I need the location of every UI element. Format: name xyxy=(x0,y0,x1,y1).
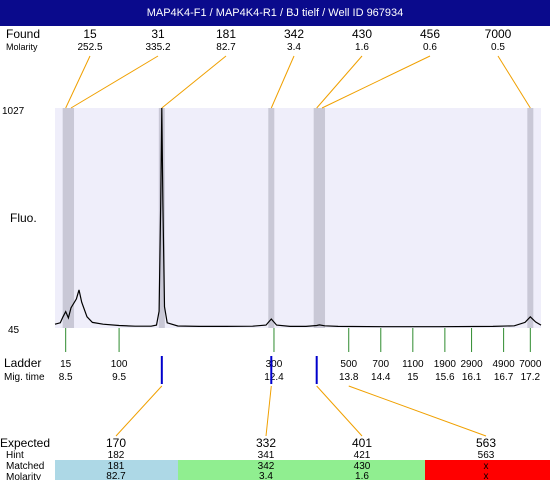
ladder-size: 2900 xyxy=(460,359,483,370)
found-label: Found xyxy=(6,27,40,41)
expected-value: 563 xyxy=(476,436,496,450)
ladder-time: 15.6 xyxy=(435,372,455,383)
ladder-size: 1900 xyxy=(434,359,457,370)
ladder-time: 14.4 xyxy=(371,372,391,383)
hint-value: 421 xyxy=(354,450,371,461)
hint-value: 563 xyxy=(478,450,495,461)
expected-connector xyxy=(265,385,272,437)
peak-band xyxy=(68,108,75,328)
y-axis-max-label: 1027 xyxy=(2,106,25,117)
bottom-molarity-label: Molarity xyxy=(6,472,41,480)
expected-value: 170 xyxy=(106,436,126,450)
found-peak-molarity: 335.2 xyxy=(145,42,170,53)
found-peak-molarity: 3.4 xyxy=(287,42,301,53)
expected-label: Expected xyxy=(0,436,50,450)
found-peak-connector xyxy=(65,55,91,109)
peak-band xyxy=(527,108,534,328)
matched-band xyxy=(55,460,178,480)
expected-connector xyxy=(316,385,363,437)
matched-label: Matched xyxy=(6,461,44,472)
expected-value: 332 xyxy=(256,436,276,450)
ladder-size: 7000 xyxy=(519,359,542,370)
hint-value: 341 xyxy=(258,450,275,461)
matched-molarity: 1.6 xyxy=(355,471,369,480)
peak-band xyxy=(62,108,69,328)
ladder-time: 8.5 xyxy=(59,372,73,383)
ladder-size: 15 xyxy=(60,359,72,370)
peak-band xyxy=(268,108,275,328)
ladder-size: 1100 xyxy=(402,359,424,370)
found-peak-size: 456 xyxy=(420,27,440,41)
hint-label: Hint xyxy=(6,450,24,461)
molarity-label: Molarity xyxy=(6,42,38,52)
ladder-time: 16.1 xyxy=(462,372,482,383)
hint-value: 182 xyxy=(108,450,125,461)
found-peak-size: 342 xyxy=(284,27,304,41)
found-peak-molarity: 0.6 xyxy=(423,42,437,53)
title-bar: MAP4K4-F1 / MAP4K4-R1 / BJ tielf / Well … xyxy=(0,0,550,26)
matched-value: 342 xyxy=(258,461,275,472)
fluorescence-trace xyxy=(54,107,542,328)
matched-molarity: x xyxy=(484,471,489,480)
ladder-time: 15 xyxy=(407,372,419,383)
peak-band xyxy=(319,108,326,328)
found-peak-size: 181 xyxy=(216,27,236,41)
expected-connector xyxy=(348,385,487,437)
ladder-label: Ladder xyxy=(4,356,41,370)
found-peak-size: 430 xyxy=(352,27,372,41)
found-peak-molarity: 82.7 xyxy=(216,42,236,53)
found-peak-connector xyxy=(70,55,159,109)
matched-value: 181 xyxy=(108,461,125,472)
ladder-size: 100 xyxy=(111,359,128,370)
y-axis-min-label: 45 xyxy=(8,325,20,336)
found-peak-size: 15 xyxy=(83,27,97,41)
found-peak-connector xyxy=(321,55,431,109)
ladder-time: 13.8 xyxy=(339,372,359,383)
found-peak-connector xyxy=(161,55,227,109)
ladder-size: 500 xyxy=(340,359,357,370)
found-peak-molarity: 0.5 xyxy=(491,42,505,53)
expected-value: 401 xyxy=(352,436,372,450)
expected-connector xyxy=(115,385,163,437)
plot-background xyxy=(55,108,541,328)
matched-value: x xyxy=(484,461,489,472)
found-peak-molarity: 1.6 xyxy=(355,42,369,53)
matched-band xyxy=(178,460,425,480)
matched-value: 430 xyxy=(354,461,371,472)
ladder-time: 9.5 xyxy=(112,372,126,383)
found-peak-connector xyxy=(270,55,295,109)
y-axis-title: Fluo. xyxy=(10,211,37,225)
found-peak-molarity: 252.5 xyxy=(77,42,102,53)
matched-band xyxy=(425,460,550,480)
ladder-time: 16.7 xyxy=(494,372,514,383)
matched-molarity: 3.4 xyxy=(259,471,273,480)
peak-band xyxy=(313,108,320,328)
found-peak-connector xyxy=(316,55,363,109)
ladder-size: 4900 xyxy=(492,359,515,370)
ladder-size: 300 xyxy=(266,359,283,370)
mig-time-label: Mig. time xyxy=(4,372,45,383)
ladder-size: 700 xyxy=(372,359,389,370)
ladder-time: 17.2 xyxy=(521,372,541,383)
ladder-time: 12.4 xyxy=(264,372,284,383)
peak-band xyxy=(158,108,165,328)
found-peak-size: 7000 xyxy=(485,27,512,41)
matched-molarity: 82.7 xyxy=(106,471,126,480)
found-peak-size: 31 xyxy=(151,27,165,41)
found-peak-connector xyxy=(497,55,531,109)
